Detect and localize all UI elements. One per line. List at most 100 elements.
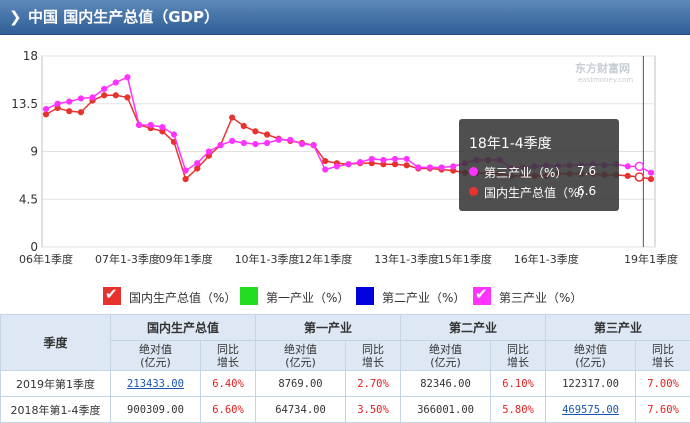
group-header: 第三产业 <box>545 314 690 341</box>
data-point <box>77 109 85 116</box>
legend-label: 第三产业（%） <box>499 291 583 305</box>
tertiary-yoy-cell: 7.60% <box>635 396 690 423</box>
quarter-cell: 2019年第1季度 <box>0 370 111 397</box>
data-point <box>147 121 154 129</box>
x-tick-label: 16年1-3季度 <box>514 252 579 266</box>
data-point <box>450 163 457 170</box>
data-point <box>426 164 434 171</box>
tooltip-title: 18年1-4季度 <box>469 136 552 152</box>
chevron-right-icon: ❯ <box>9 8 22 26</box>
data-point <box>322 166 329 173</box>
data-point <box>391 155 399 163</box>
y-tick-label: 9 <box>30 145 38 159</box>
checkbox-icon[interactable] <box>240 287 258 305</box>
data-point <box>42 105 50 113</box>
data-point <box>403 155 410 163</box>
group-header: 国内生产总值 <box>109 314 257 341</box>
secondary-abs-cell: 82346.00 <box>400 370 492 397</box>
watermark: 东方财富网 eastmoney.com <box>575 61 633 84</box>
data-point <box>182 175 189 183</box>
y-tick-label: 18 <box>23 49 38 63</box>
data-point <box>135 121 143 129</box>
data-point <box>66 98 73 105</box>
gdp-yoy-cell: 6.40% <box>199 370 257 397</box>
gdp-abs-cell[interactable]: 213433.00 <box>110 370 201 397</box>
column-header-yoy: 同比 增长 <box>345 340 402 371</box>
tooltip-series-name: 第三产业（%） <box>484 166 568 180</box>
data-point <box>322 157 329 165</box>
data-point <box>205 148 212 155</box>
x-tick-label: 07年1-3季度 <box>95 252 160 266</box>
data-point <box>112 79 119 86</box>
data-point <box>634 161 645 172</box>
tertiary-abs-cell: 122317.00 <box>545 370 637 397</box>
primary-yoy-cell: 3.50% <box>345 396 402 423</box>
series-dot-icon <box>469 187 478 196</box>
data-point <box>624 172 631 180</box>
legend-label: 国内生产总值（%） <box>129 291 237 305</box>
legend-label: 第一产业（%） <box>266 291 350 305</box>
data-point <box>66 108 73 115</box>
data-point <box>101 92 108 99</box>
data-point <box>194 160 201 167</box>
data-point <box>252 128 259 135</box>
x-tick-label: 13年1-3季度 <box>374 252 439 266</box>
legend-label: 第二产业（%） <box>382 291 466 305</box>
data-point <box>240 139 247 147</box>
x-tick-label: 12年1季度 <box>298 252 352 266</box>
data-point <box>77 95 85 102</box>
secondary-yoy-cell: 5.80% <box>490 396 547 423</box>
tertiary-abs-cell[interactable]: 469575.00 <box>545 396 637 423</box>
column-header-season: 季度 <box>0 314 111 371</box>
panel-header: ❯ 中国 国内生产总值（GDP） <box>0 0 690 35</box>
column-header-yoy: 同比 增长 <box>635 340 690 371</box>
data-point <box>217 142 224 149</box>
checkbox-icon[interactable]: ✔ <box>473 285 491 305</box>
column-header-yoy: 同比 增长 <box>199 340 257 371</box>
data-point <box>647 175 655 183</box>
data-point <box>438 164 445 171</box>
data-point <box>298 140 306 148</box>
data-point <box>263 139 271 147</box>
data-point <box>275 136 282 143</box>
watermark-text: 东方财富网 <box>575 61 630 75</box>
data-point <box>287 136 294 143</box>
table-row: 2019年第1季度 213433.00 6.40% 8769.00 2.70% … <box>0 370 690 397</box>
panel-title: 中国 国内生产总值（GDP） <box>28 8 219 26</box>
data-point <box>368 155 375 163</box>
data-point <box>124 94 131 101</box>
x-tick-label: 15年1季度 <box>438 252 492 266</box>
tertiary-yoy-cell: 7.00% <box>635 370 690 397</box>
data-point <box>112 92 119 99</box>
data-point <box>194 165 201 172</box>
primary-abs-cell: 64734.00 <box>255 396 347 423</box>
data-point <box>391 161 399 168</box>
checkbox-icon[interactable] <box>356 287 374 305</box>
primary-abs-cell: 8769.00 <box>255 370 347 397</box>
data-point <box>101 85 108 92</box>
data-point <box>357 159 364 166</box>
table-row: 2018年第1-4季度 900309.00 6.60% 64734.00 3.5… <box>0 396 690 423</box>
x-tick-label: 09年1季度 <box>159 252 213 266</box>
y-tick-label: 4.5 <box>19 192 38 206</box>
data-point <box>229 137 236 144</box>
tertiary-abs-link[interactable]: 469575.00 <box>562 403 619 416</box>
data-point <box>54 100 61 107</box>
y-tick-label: 13.5 <box>11 97 38 111</box>
column-header-abs: 绝对值 (亿元) <box>255 340 347 371</box>
primary-yoy-cell: 2.70% <box>345 370 402 397</box>
gdp-yoy-cell: 6.60% <box>199 396 257 423</box>
data-point <box>624 163 631 170</box>
tooltip-series-value: 6.6 <box>577 184 597 198</box>
gdp-abs-cell: 900309.00 <box>110 396 201 423</box>
data-point <box>89 94 96 101</box>
series-dot-icon <box>469 167 478 176</box>
column-header-abs: 绝对值 (亿元) <box>545 340 637 371</box>
data-point <box>252 140 259 148</box>
data-point <box>124 74 131 81</box>
gdp-data-table: 季度 国内生产总值 第一产业 第二产业 第三产业 绝对值 (亿元) 同比 增长 绝对… <box>0 314 690 423</box>
x-tick-label: 19年1季度 <box>624 252 678 266</box>
gdp-abs-link[interactable]: 213433.00 <box>127 377 184 390</box>
checkbox-icon[interactable]: ✔ <box>103 285 121 305</box>
y-tick-label: 0 <box>30 240 38 254</box>
